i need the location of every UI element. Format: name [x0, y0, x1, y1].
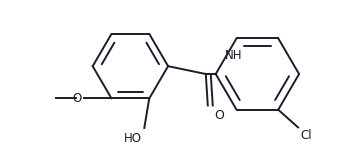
- Text: NH: NH: [225, 49, 242, 62]
- Text: HO: HO: [124, 132, 142, 145]
- Text: O: O: [215, 109, 225, 122]
- Text: Cl: Cl: [300, 129, 312, 142]
- Text: O: O: [72, 92, 82, 105]
